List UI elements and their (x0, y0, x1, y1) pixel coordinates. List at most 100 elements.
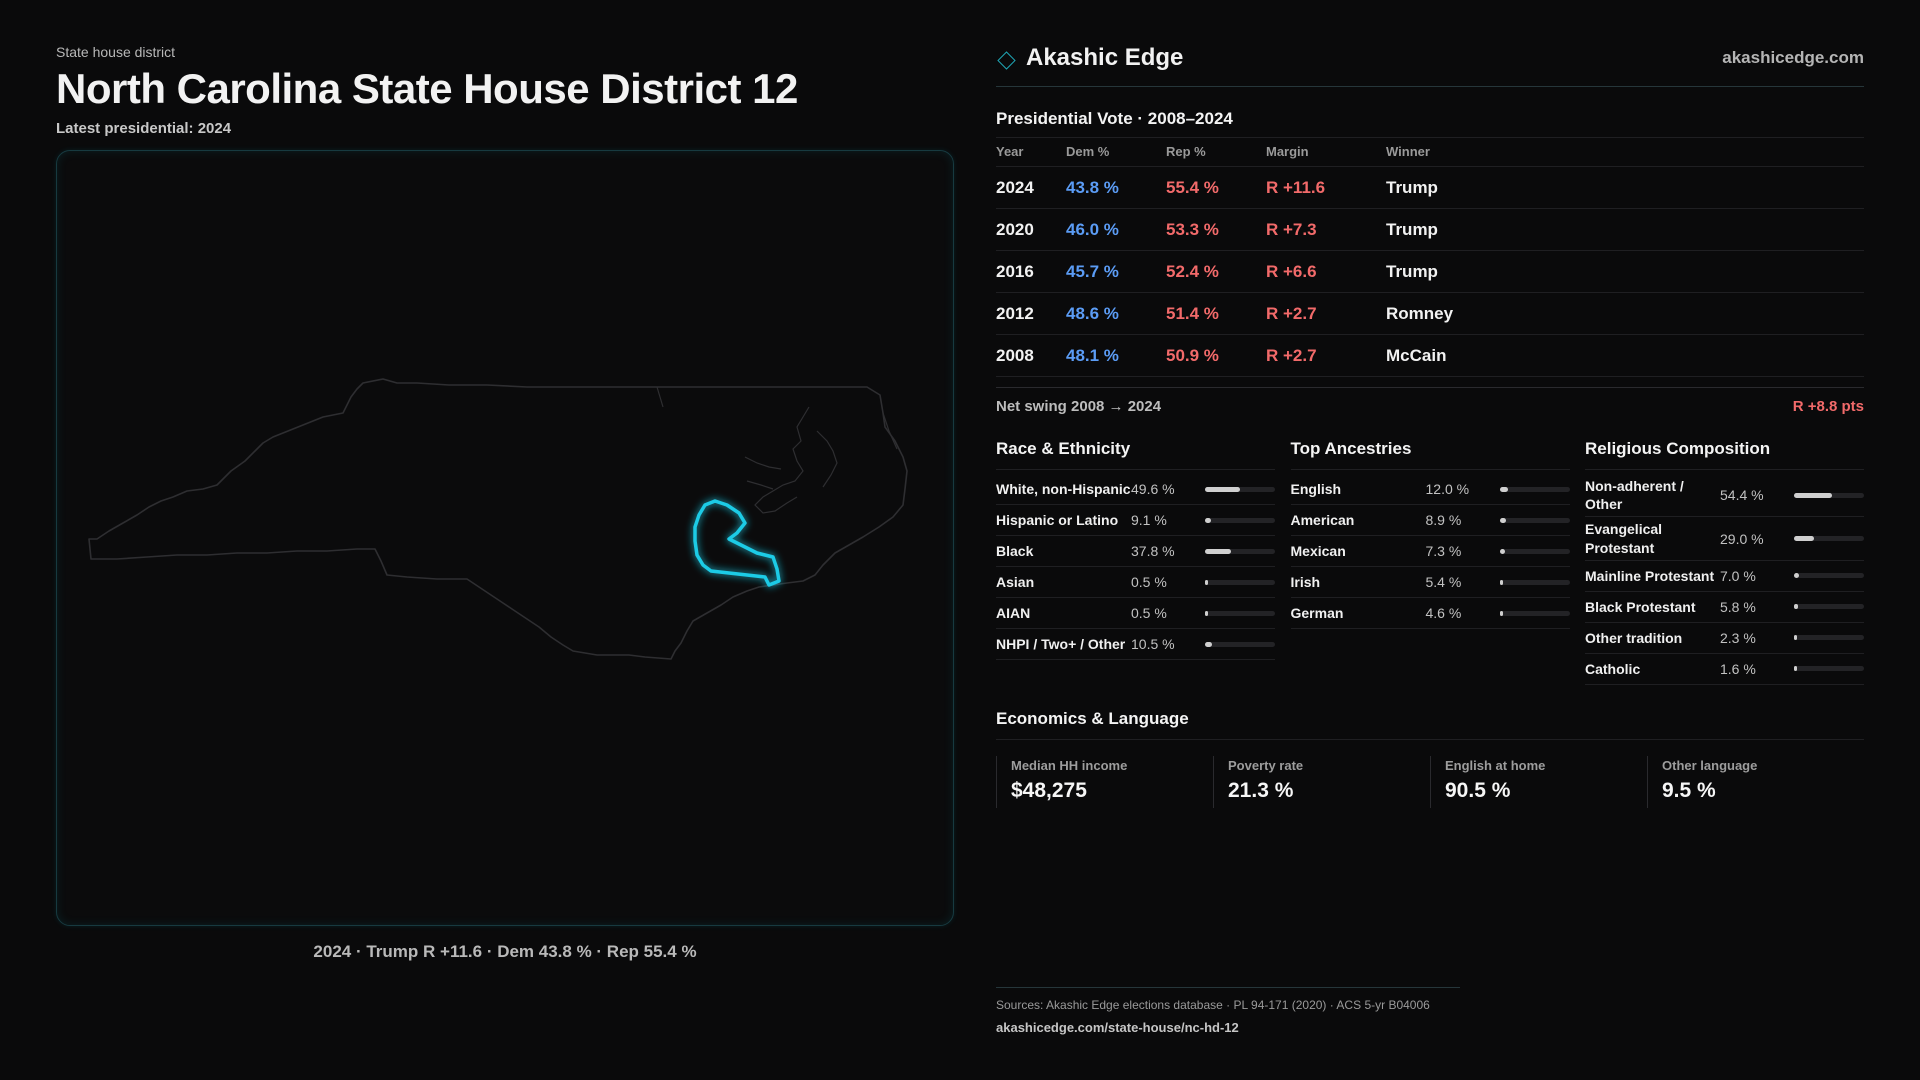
site-link[interactable]: akashicedge.com (1722, 48, 1864, 67)
stat-pct: 4.6 % (1425, 605, 1462, 621)
table-header-row: Year Dem % Rep % Margin Winner (996, 138, 1864, 167)
district-12-shape (693, 499, 781, 587)
bar-fill (1205, 486, 1240, 492)
stat-bar (1794, 536, 1864, 542)
bar-fill (1499, 579, 1504, 585)
stat-pct: 8.9 % (1425, 512, 1462, 528)
footer: Sources: Akashic Edge elections database… (996, 987, 1460, 1035)
table-row: 2020 46.0 % 53.3 % R +7.3 Trump (996, 208, 1864, 251)
stat-label: American (1290, 511, 1355, 528)
religion-row: Non-adherent / Other 54.4 % (1585, 474, 1864, 518)
stat-bar (1499, 579, 1570, 585)
econ-label: Median HH income (1011, 757, 1128, 773)
map-caption: 2024 · Trump R +11.6 · Dem 43.8 % · Rep … (313, 942, 697, 961)
row-year: 2020 (996, 208, 1066, 251)
row-margin: R +2.7 (1266, 292, 1386, 335)
presidential-table: Year Dem % Rep % Margin Winner 2024 43.8… (996, 138, 1864, 377)
district-kicker: State house district (56, 44, 176, 60)
brand-header: Akashic Edge akashicedge.com (996, 40, 1864, 87)
row-dem: 46.0 % (1066, 208, 1166, 251)
bar-fill (1499, 610, 1503, 616)
bar-fill (1205, 517, 1212, 523)
sources-note: Sources: Akashic Edge elections database… (996, 998, 1430, 1012)
ancestry-row: Irish 5.4 % (1290, 567, 1570, 598)
row-rep: 50.9 % (1166, 334, 1266, 377)
econ-value: $48,275 (1011, 778, 1087, 802)
net-swing-label: Net swing 2008 → 2024 (996, 398, 1162, 415)
stat-bar (1205, 486, 1275, 492)
bar-fill (1205, 548, 1232, 554)
header-year: Year (996, 138, 1066, 167)
stat-pct: 10.5 % (1131, 636, 1175, 652)
stat-bar (1794, 492, 1864, 498)
header: State house district North Carolina Stat… (56, 42, 956, 137)
religion-title: Religious Composition (1585, 439, 1864, 470)
row-winner: Trump (1386, 166, 1864, 209)
stat-pct: 12.0 % (1425, 481, 1470, 497)
row-dem: 43.8 % (1066, 166, 1166, 209)
stat-bar (1794, 635, 1864, 641)
stat-pct: 54.4 % (1720, 487, 1764, 504)
stat-pct: 49.6 % (1131, 481, 1175, 497)
stat-label: Black Protestant (1585, 598, 1696, 615)
row-margin: R +2.7 (1266, 334, 1386, 377)
bar-fill (1794, 536, 1815, 542)
ancestry-panel: Top Ancestries English 12.0 % American 8… (1290, 439, 1570, 685)
table-row: 2012 48.6 % 51.4 % R +2.7 Romney (996, 292, 1864, 335)
religion-row: Other tradition 2.3 % (1585, 623, 1864, 654)
header-margin: Margin (1266, 138, 1386, 167)
stat-label: Catholic (1585, 660, 1641, 677)
ancestry-row: American 8.9 % (1290, 505, 1570, 536)
coastal-detail (656, 386, 898, 514)
row-rep: 52.4 % (1166, 250, 1266, 293)
stat-bar (1205, 579, 1275, 585)
bar-fill (1794, 666, 1797, 672)
row-dem: 48.6 % (1066, 292, 1166, 335)
row-year: 2016 (996, 250, 1066, 293)
ancestry-row: Mexican 7.3 % (1290, 536, 1570, 567)
stat-label: Black (996, 542, 1034, 559)
stat-bar (1499, 610, 1570, 616)
brand-name: Akashic Edge (1026, 44, 1184, 71)
state-map-svg (88, 378, 908, 660)
row-winner: McCain (1386, 334, 1864, 377)
row-margin: R +6.6 (1266, 250, 1386, 293)
stat-bar (1794, 604, 1864, 610)
stat-label: Other tradition (1585, 629, 1683, 646)
row-margin: R +11.6 (1266, 166, 1386, 209)
header-winner: Winner (1386, 138, 1864, 167)
bar-fill (1794, 492, 1833, 498)
row-rep: 51.4 % (1166, 292, 1266, 335)
religion-row: Catholic 1.6 % (1585, 654, 1864, 685)
bar-fill (1794, 573, 1799, 579)
footer-url[interactable]: akashicedge.com/state-house/nc-hd-12 (996, 1020, 1239, 1035)
stat-pct: 5.8 % (1720, 598, 1756, 615)
row-winner: Trump (1386, 250, 1864, 293)
stat-pct: 2.3 % (1720, 629, 1756, 646)
race-row: AIAN 0.5 % (996, 598, 1275, 629)
row-winner: Trump (1386, 208, 1864, 251)
stat-label: Non-adherent / Other (1585, 478, 1684, 513)
diamond-icon (997, 50, 1016, 70)
row-winner: Romney (1386, 292, 1864, 335)
religion-panel: Religious Composition Non-adherent / Oth… (1585, 439, 1864, 685)
row-dem: 48.1 % (1066, 334, 1166, 377)
ancestry-row: English 12.0 % (1290, 474, 1570, 505)
stat-label: German (1290, 604, 1344, 621)
ancestry-row: German 4.6 % (1290, 598, 1570, 629)
econ-label: Poverty rate (1228, 757, 1304, 773)
bar-fill (1205, 610, 1208, 616)
stat-pct: 5.4 % (1425, 574, 1462, 590)
table-row: 2008 48.1 % 50.9 % R +2.7 McCain (996, 334, 1864, 377)
race-row: Asian 0.5 % (996, 567, 1275, 598)
page-subtitle: Latest presidential: 2024 (56, 120, 232, 138)
stat-pct: 37.8 % (1131, 543, 1175, 559)
stat-label: Evangelical Protestant (1585, 521, 1663, 556)
row-year: 2024 (996, 166, 1066, 209)
race-panel: Race & Ethnicity White, non-Hispanic 49.… (996, 439, 1275, 685)
econ-label: Other language (1662, 757, 1758, 773)
net-swing: Net swing 2008 → 2024 R +8.8 pts (996, 387, 1864, 415)
bar-fill (1499, 486, 1508, 492)
stat-pct: 0.5 % (1131, 605, 1167, 621)
bar-fill (1205, 641, 1213, 647)
